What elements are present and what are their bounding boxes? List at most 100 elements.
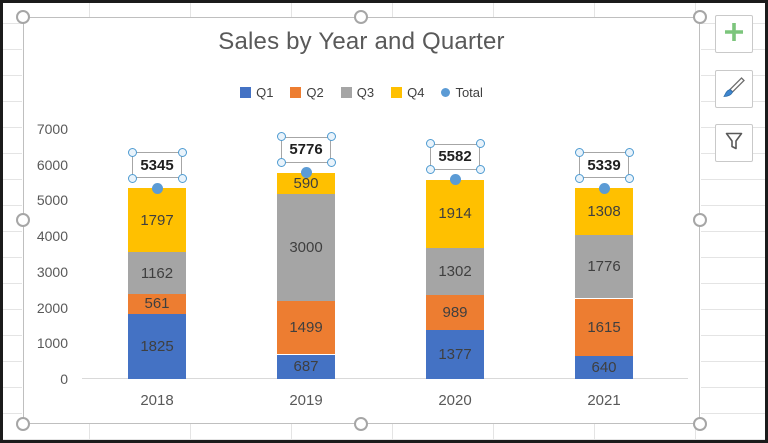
bar-segment-q4-2020[interactable]: 1914 xyxy=(426,179,484,248)
data-label: 1302 xyxy=(438,262,472,280)
bar-segment-q3-2021[interactable]: 1776 xyxy=(575,235,633,299)
bar-segment-q2-2018[interactable]: 561 xyxy=(128,293,186,314)
bar-segment-q1-2018[interactable]: 1825 xyxy=(128,313,186,379)
label-selection-handle[interactable] xyxy=(574,147,584,157)
data-label: 989 xyxy=(442,303,468,321)
data-label: 3000 xyxy=(289,238,323,256)
label-selection-handle[interactable] xyxy=(326,158,336,168)
gridline xyxy=(190,3,191,17)
gridline xyxy=(3,231,22,232)
x-category-label: 2021 xyxy=(587,392,621,409)
y-tick-label: 5000 xyxy=(36,192,68,209)
legend-item-total[interactable]: Total xyxy=(441,84,483,100)
bar-segment-q1-2020[interactable]: 1377 xyxy=(426,329,484,379)
legend-label: Q2 xyxy=(306,84,324,100)
bar-segment-q2-2019[interactable]: 1499 xyxy=(277,300,335,355)
y-tick-label: 1000 xyxy=(36,335,68,352)
bar-segment-q4-2018[interactable]: 1797 xyxy=(128,188,186,253)
gridline xyxy=(3,75,22,76)
data-label: 1615 xyxy=(587,318,621,336)
bar-segment-q2-2021[interactable]: 1615 xyxy=(575,298,633,357)
legend-item-q1[interactable]: Q1 xyxy=(240,85,273,100)
bar-segment-q1-2019[interactable]: 687 xyxy=(277,354,335,379)
gridline xyxy=(3,309,22,310)
gridline xyxy=(3,361,22,362)
legend-label: Total xyxy=(455,84,483,100)
total-marker[interactable] xyxy=(598,182,610,194)
gridline xyxy=(89,3,90,17)
data-label: 640 xyxy=(591,359,617,377)
legend-circle-swatch xyxy=(441,87,451,97)
gridline xyxy=(701,361,765,362)
label-selection-handle[interactable] xyxy=(475,165,485,175)
total-value-box[interactable]: 5345 xyxy=(132,152,182,179)
label-selection-handle[interactable] xyxy=(624,173,634,183)
y-tick-label: 6000 xyxy=(36,156,68,173)
chart-resize-handle[interactable] xyxy=(16,213,30,227)
gridline xyxy=(695,424,696,440)
total-value-box[interactable]: 5776 xyxy=(281,136,331,163)
y-tick-label: 7000 xyxy=(36,121,68,137)
bar-segment-q4-2019[interactable]: 590 xyxy=(277,172,335,194)
y-tick-label: 2000 xyxy=(36,299,68,316)
label-selection-handle[interactable] xyxy=(127,173,137,183)
label-selection-handle[interactable] xyxy=(177,173,187,183)
chart-styles-button[interactable] xyxy=(715,70,753,108)
gridline xyxy=(493,3,494,17)
label-selection-handle[interactable] xyxy=(127,147,137,157)
chart-resize-handle[interactable] xyxy=(354,417,368,431)
chart-resize-handle[interactable] xyxy=(693,417,707,431)
total-marker[interactable] xyxy=(151,182,163,194)
total-value-box[interactable]: 5339 xyxy=(579,152,629,179)
gridline xyxy=(701,309,765,310)
label-selection-handle[interactable] xyxy=(276,158,286,168)
chart-title[interactable]: Sales by Year and Quarter xyxy=(218,28,505,55)
legend-square-swatch xyxy=(340,86,352,98)
x-category-label: 2019 xyxy=(289,392,323,409)
legend-square-swatch xyxy=(391,86,403,98)
legend-item-q4[interactable]: Q4 xyxy=(391,85,424,100)
gridline xyxy=(3,257,22,258)
label-selection-handle[interactable] xyxy=(624,147,634,157)
chart-filters-button[interactable] xyxy=(715,124,753,162)
total-value-box[interactable]: 5582 xyxy=(430,143,480,170)
data-label: 1162 xyxy=(140,264,174,282)
gridline xyxy=(3,23,22,24)
gridline xyxy=(594,424,595,440)
gridline xyxy=(701,413,765,414)
label-selection-handle[interactable] xyxy=(425,139,435,149)
bar-segment-q2-2020[interactable]: 989 xyxy=(426,294,484,330)
total-marker[interactable] xyxy=(449,174,461,186)
y-tick-label: 0 xyxy=(60,371,68,387)
bar-segment-q3-2020[interactable]: 1302 xyxy=(426,248,484,295)
x-category-label: 2020 xyxy=(438,392,472,409)
bar-segment-q4-2021[interactable]: 1308 xyxy=(575,188,633,235)
data-label: 1499 xyxy=(289,319,323,337)
gridline xyxy=(701,179,765,180)
label-selection-handle[interactable] xyxy=(574,173,584,183)
label-selection-handle[interactable] xyxy=(177,147,187,157)
bar-segment-q3-2018[interactable]: 1162 xyxy=(128,252,186,294)
legend-item-q2[interactable]: Q2 xyxy=(290,84,324,100)
chart-resize-handle[interactable] xyxy=(693,213,707,227)
chart-resize-handle[interactable] xyxy=(693,10,707,24)
label-selection-handle[interactable] xyxy=(276,132,286,142)
plus-icon xyxy=(722,20,746,49)
bar-segment-q1-2021[interactable]: 640 xyxy=(575,356,633,379)
bar-segment-q3-2019[interactable]: 3000 xyxy=(277,193,335,301)
total-marker[interactable] xyxy=(300,167,312,179)
chart-resize-handle[interactable] xyxy=(354,10,368,24)
label-selection-handle[interactable] xyxy=(475,139,485,149)
data-label: 1914 xyxy=(438,205,472,223)
funnel-icon xyxy=(722,129,746,158)
label-selection-handle[interactable] xyxy=(425,165,435,175)
chart-legend[interactable]: Q1 Q2 Q3 Q4 Total xyxy=(23,84,700,100)
chart-resize-handle[interactable] xyxy=(16,10,30,24)
gridline xyxy=(291,3,292,17)
chart-elements-button[interactable] xyxy=(715,15,753,53)
chart-resize-handle[interactable] xyxy=(16,417,30,431)
label-selection-handle[interactable] xyxy=(326,132,336,142)
gridline xyxy=(3,127,22,128)
legend-item-q3[interactable]: Q3 xyxy=(340,85,374,100)
